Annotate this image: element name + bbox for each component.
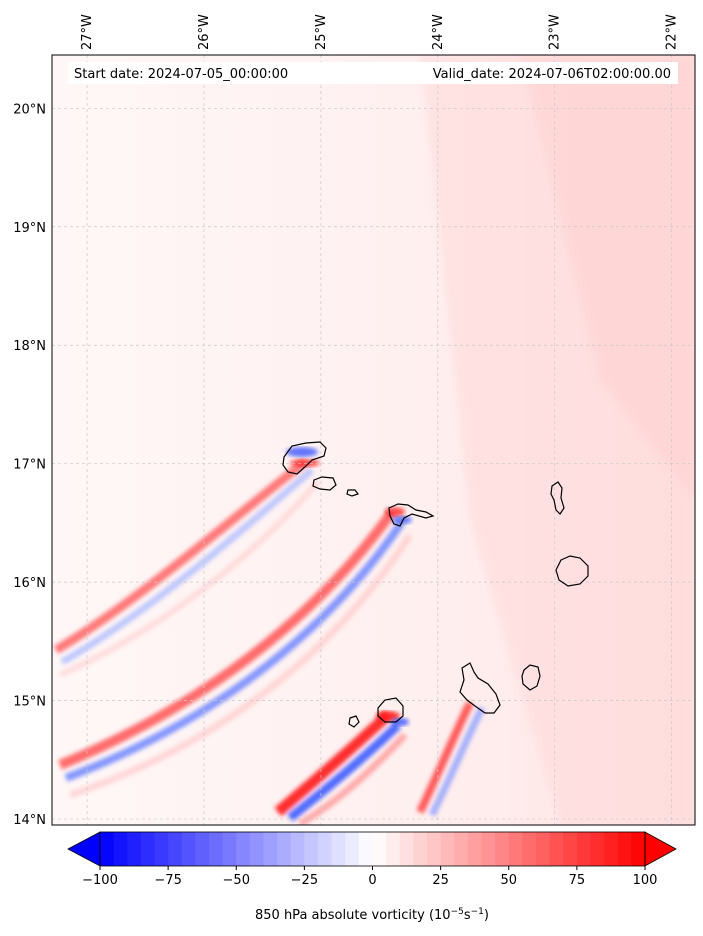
graticule (52, 55, 695, 825)
latitude-label: 18°N (13, 339, 46, 354)
vorticity-streak (274, 710, 408, 825)
colorbar-title-exp1: −5 (451, 907, 464, 917)
longitude-label: 25°W (314, 14, 329, 50)
latitude-labels: 20°N 19°N 18°N 17°N 16°N 15°N 14°N (13, 102, 46, 828)
colorbar-tick-label: −100 (82, 873, 118, 888)
colorbar-segment (563, 832, 578, 866)
colorbar-segment (331, 832, 346, 866)
colorbar-segment (140, 832, 156, 866)
colorbar-segment (195, 832, 210, 866)
latitude-label: 17°N (13, 458, 46, 473)
colorbar-tick-label: −25 (291, 873, 318, 888)
colorbar-segment (100, 832, 115, 866)
colorbar-segment (345, 832, 360, 866)
longitude-label: 26°W (197, 14, 212, 50)
colorbar-segment (508, 832, 523, 866)
colorbar-segment (372, 832, 387, 866)
map-frame (51, 54, 696, 826)
colorbar-segments (100, 832, 646, 866)
island-boa-vista (555, 555, 589, 587)
island-maio (521, 664, 541, 691)
colorbar-segment (127, 832, 142, 866)
latitude-label: 15°N (13, 695, 46, 710)
island-santa-luzia (346, 489, 359, 497)
longitude-labels: 27°W 26°W 25°W 24°W 23°W 22°W (80, 14, 680, 50)
colorbar-ticks: −100 −75 −50 −25 0 25 50 75 100 (82, 866, 657, 888)
colorbar-segment (168, 832, 183, 866)
colorbar-segment (386, 832, 401, 866)
colorbar-segment (358, 832, 374, 866)
colorbar-tick-label: 75 (569, 873, 586, 888)
longitude-label: 24°W (431, 14, 446, 50)
colorbar-segment (209, 832, 224, 866)
colorbar-tick-label: 25 (432, 873, 449, 888)
vorticity-streak (58, 509, 413, 799)
latitude-label: 20°N (13, 102, 46, 117)
colorbar-title: 850 hPa absolute vorticity (10−5s−1) (255, 907, 489, 923)
colorbar: −100 −75 −50 −25 0 25 50 75 100 (67, 831, 677, 888)
colorbar-extend-high (644, 831, 677, 867)
colorbar-segment (522, 832, 537, 866)
island-brava (348, 715, 360, 728)
colorbar-segment (536, 832, 551, 866)
colorbar-segment (290, 832, 305, 866)
colorbar-segment (590, 832, 605, 866)
island-sao-vicente (312, 476, 337, 491)
colorbar-segment (249, 832, 265, 866)
colorbar-segment (604, 832, 619, 866)
colorbar-segment (304, 832, 319, 866)
colorbar-segment (440, 832, 455, 866)
colorbar-segment (617, 832, 632, 866)
island-santo-antao (282, 441, 327, 475)
start-date-label: Start date: 2024-07-05_00:00:00 (74, 67, 288, 82)
colorbar-tick-label: −50 (223, 873, 250, 888)
valid-date-label: Valid_date: 2024-07-06T02:00:00.00 (433, 67, 671, 82)
coastlines (282, 441, 589, 728)
colorbar-segment (631, 832, 646, 866)
colorbar-segment (413, 832, 428, 866)
latitude-label: 19°N (13, 221, 46, 236)
colorbar-segment (181, 832, 196, 866)
colorbar-tick-label: −75 (154, 873, 181, 888)
colorbar-segment (495, 832, 510, 866)
colorbar-segment (222, 832, 237, 866)
info-box (68, 62, 678, 84)
colorbar-segment (549, 832, 564, 866)
longitude-label: 27°W (80, 14, 95, 50)
latitude-label: 16°N (13, 576, 46, 591)
colorbar-segment (113, 832, 128, 866)
colorbar-title-unit: s (464, 908, 471, 923)
colorbar-extend-low (67, 831, 101, 867)
colorbar-segment (399, 832, 414, 866)
colorbar-segment (263, 832, 278, 866)
island-sal (550, 481, 565, 515)
colorbar-title-main: 850 hPa absolute vorticity (10 (255, 908, 451, 923)
colorbar-segment (454, 832, 469, 866)
colorbar-segment (467, 832, 483, 866)
colorbar-title-end: ) (484, 908, 489, 923)
colorbar-title-exp2: −1 (471, 907, 484, 917)
colorbar-segment (236, 832, 251, 866)
colorbar-segment (154, 832, 169, 866)
longitude-label: 22°W (665, 14, 680, 50)
colorbar-segment (318, 832, 333, 866)
longitude-label: 23°W (548, 14, 563, 50)
colorbar-segment (277, 832, 292, 866)
colorbar-tick-label: 0 (368, 873, 376, 888)
colorbar-segment (576, 832, 592, 866)
vorticity-field (52, 55, 695, 825)
latitude-label: 14°N (13, 813, 46, 828)
vorticity-streak (53, 458, 321, 678)
colorbar-tick-label: 50 (500, 873, 517, 888)
colorbar-segment (481, 832, 496, 866)
island-santiago (459, 662, 501, 714)
colorbar-segment (427, 832, 442, 866)
colorbar-tick-label: 100 (633, 873, 658, 888)
island-fogo (377, 697, 404, 723)
vorticity-streak (416, 701, 486, 817)
island-sao-nicolau (388, 503, 435, 527)
